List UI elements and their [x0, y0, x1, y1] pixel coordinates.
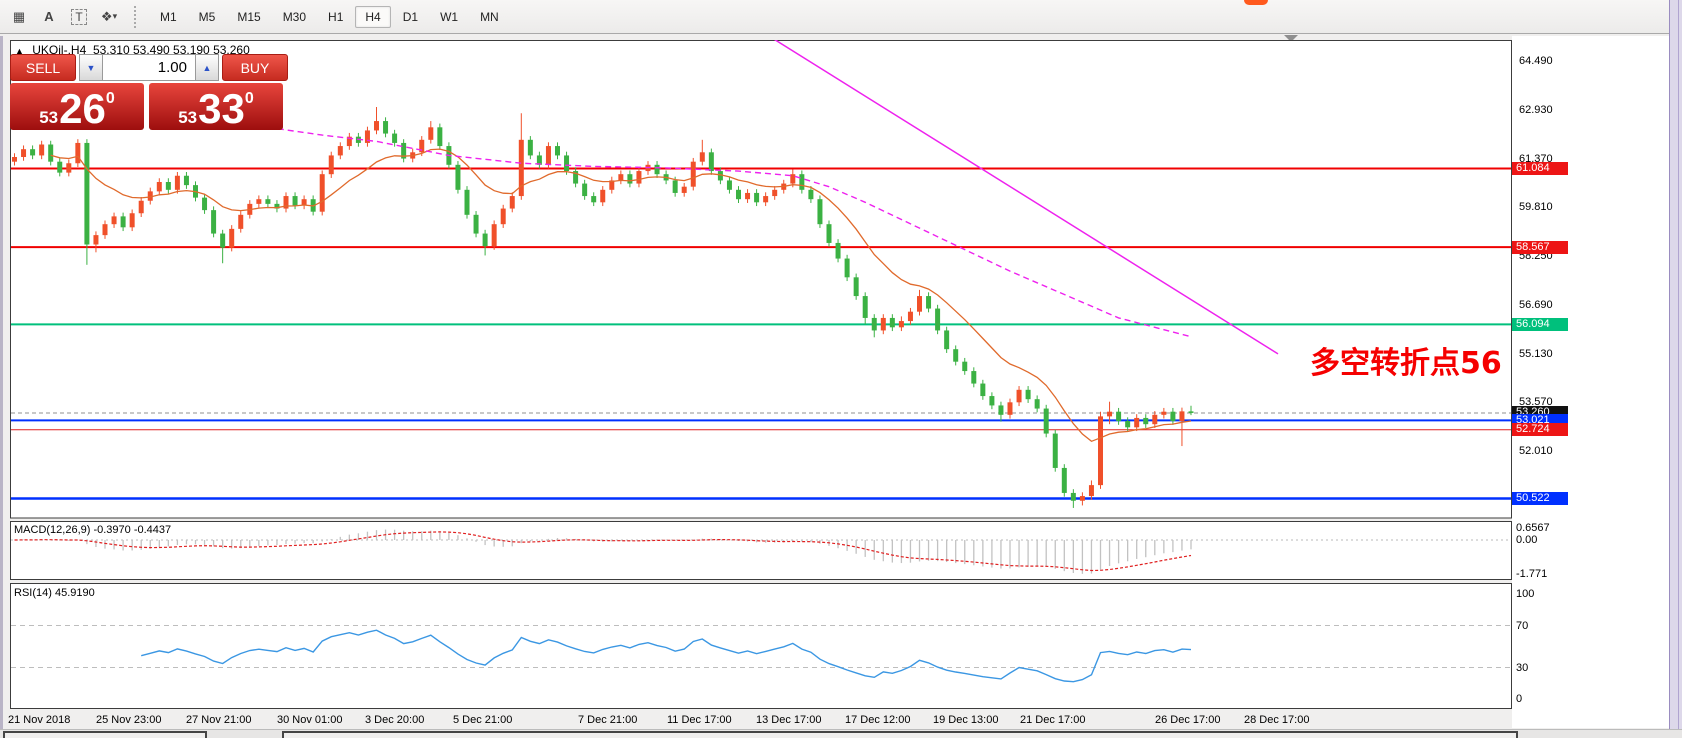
toolbar: ▦ A T ❖ ▾ M1 M5 M15 M30 H1 H4 D1 W1 MN — [0, 0, 1682, 34]
collapse-arrow-icon[interactable]: ▲ — [15, 46, 24, 56]
buy-price-box[interactable]: 53 33 0 — [149, 83, 283, 130]
timeframe-button-h4[interactable]: H4 — [355, 5, 391, 28]
minimized-window-frame[interactable] — [3, 731, 207, 738]
timeframe-button-mn[interactable]: MN — [480, 9, 499, 24]
window-left-frame — [0, 36, 3, 730]
timeframe-button-m5[interactable]: M5 — [198, 9, 216, 24]
date-axis-label: 21 Dec 17:00 — [1020, 714, 1086, 726]
sell-price-box[interactable]: 53 26 0 — [10, 83, 144, 130]
timeframe-button-h1[interactable]: H1 — [328, 9, 344, 24]
chevron-up-icon: ▲ — [202, 62, 212, 73]
volume-decrease-button[interactable]: ▼ — [79, 54, 103, 81]
right-scroll-strip-line — [1678, 0, 1679, 738]
price-axis-area — [1512, 36, 1670, 728]
date-axis-label: 21 Nov 2018 — [8, 714, 71, 726]
draw-tools-icon[interactable]: ❖ ▾ — [100, 8, 118, 24]
chevron-down-icon: ▼ — [86, 62, 96, 73]
minimized-window-frame[interactable] — [282, 731, 1518, 738]
date-axis-label: 30 Nov 01:00 — [277, 714, 343, 726]
date-axis-label: 26 Dec 17:00 — [1155, 714, 1221, 726]
price-axis-label: 64.490 — [1519, 55, 1553, 67]
macd-axis-label: -1.771 — [1516, 567, 1548, 580]
date-axis-label: 7 Dec 21:00 — [578, 714, 638, 726]
timeframe-button-m30[interactable]: M30 — [282, 9, 307, 24]
sell-price-main: 26 — [59, 84, 106, 132]
macd-axis-label: 0.00 — [1516, 534, 1538, 546]
macd-label: MACD(12,26,9) -0.3970 -0.4437 — [14, 524, 172, 536]
sell-price-pip: 0 — [105, 90, 115, 107]
trade-controls-row: SELL ▼ ▲ BUY — [10, 54, 288, 81]
date-axis-label: 17 Dec 12:00 — [845, 714, 911, 726]
buy-button[interactable]: BUY — [222, 54, 288, 81]
right-scroll-strip[interactable] — [1669, 0, 1682, 738]
price-badge: 52.724 — [1512, 423, 1568, 437]
price-badge: 56.094 — [1512, 317, 1568, 331]
chart-shift-marker-icon[interactable] — [1284, 35, 1298, 42]
timeframe-button-m15[interactable]: M15 — [237, 9, 261, 24]
rsi-axis-label: 70 — [1516, 619, 1529, 632]
timeframe-button-group: M1 M5 M15 M30 H1 H4 D1 W1 MN — [149, 5, 510, 28]
timeframe-button-d1[interactable]: D1 — [402, 9, 419, 24]
chart-annotation-text: 多空转折点56 — [1310, 346, 1502, 381]
orange-accent — [1244, 0, 1268, 5]
chevron-down-icon: ▾ — [112, 11, 118, 21]
trade-prices-row: 53 26 0 53 33 0 — [10, 83, 288, 130]
macd-axis-label: 0.6567 — [1516, 521, 1550, 534]
toolbar-separator — [134, 5, 141, 28]
symbol-name: UKOil-,H4 — [32, 43, 87, 57]
volume-input[interactable] — [103, 54, 195, 81]
date-axis-label: 25 Nov 23:00 — [96, 714, 162, 726]
buy-price-main: 33 — [198, 84, 245, 132]
price-axis-label: 62.930 — [1519, 103, 1553, 116]
date-axis-label: 19 Dec 13:00 — [933, 714, 999, 726]
price-badge: 61.084 — [1512, 161, 1568, 175]
price-axis-label: 61.370 — [1519, 152, 1553, 165]
rsi-axis-label: 0 — [1516, 693, 1523, 705]
text-box-icon[interactable]: T — [66, 5, 92, 29]
price-axis-label: 55.130 — [1519, 347, 1553, 360]
price-axis-label: 53.570 — [1519, 396, 1553, 409]
timeframe-button-m1[interactable]: M1 — [160, 9, 177, 24]
volume-increase-button[interactable]: ▲ — [195, 54, 219, 81]
price-axis-label: 56.690 — [1519, 298, 1553, 311]
price-axis-label: 52.010 — [1519, 445, 1553, 457]
symbol-header: ▲ UKOil-,H4 53.310 53.490 53.190 53.260 — [15, 43, 250, 57]
date-axis-label: 28 Dec 17:00 — [1244, 714, 1310, 726]
indicators-grid-icon[interactable]: ▦ — [12, 8, 26, 24]
date-axis-label: 13 Dec 17:00 — [756, 714, 822, 726]
text-label-icon[interactable]: A — [44, 9, 54, 24]
price-badge: 50.522 — [1512, 492, 1568, 505]
price-badge: 58.567 — [1512, 240, 1568, 254]
date-axis-label: 5 Dec 21:00 — [453, 714, 513, 726]
buy-price-int: 53 — [178, 108, 198, 127]
timeframe-button-w1[interactable]: W1 — [440, 9, 459, 24]
price-axis-label: 59.810 — [1519, 201, 1553, 214]
sell-button[interactable]: SELL — [10, 54, 76, 81]
symbol-ohlc: 53.310 53.490 53.190 53.260 — [92, 43, 250, 57]
rsi-axis-label: 30 — [1516, 661, 1529, 674]
rsi-axis-label: 100 — [1516, 588, 1535, 600]
chart-svg[interactable] — [10, 40, 1512, 709]
sell-price-int: 53 — [39, 108, 59, 127]
date-axis-label: 11 Dec 17:00 — [667, 714, 732, 726]
rsi-label: RSI(14) 45.9190 — [14, 587, 95, 599]
buy-price-pip: 0 — [244, 90, 254, 107]
date-axis-label: 27 Nov 21:00 — [186, 714, 252, 726]
date-axis-label: 3 Dec 20:00 — [365, 714, 425, 726]
